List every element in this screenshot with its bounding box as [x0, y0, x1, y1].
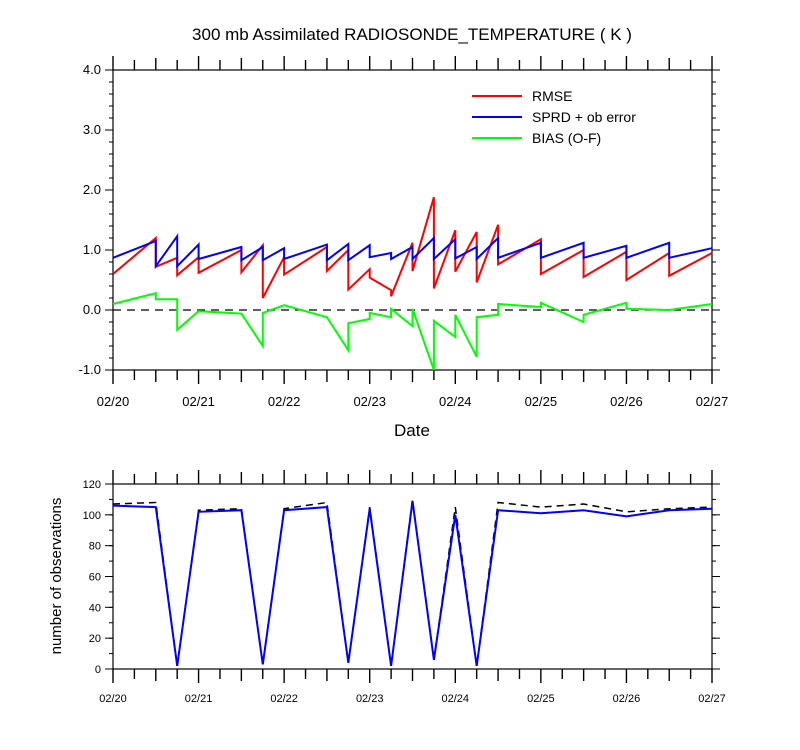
y-tick-label: 80: [89, 541, 101, 553]
bottom-panel: 0 20 40 60 80 100 120 02/20 02/21 02/22 02/23 02/24…: [83, 470, 726, 705]
legend-label: BIAS (O-F): [532, 130, 601, 146]
y-tick-label: 2.0: [83, 182, 101, 197]
y-tick-label: 3.0: [83, 122, 101, 137]
y-tick-label: 0: [95, 664, 101, 676]
series-line-observations-possible: [112, 499, 713, 667]
x-axis-title: Date: [394, 421, 430, 440]
x-tick-label: 02/20: [99, 693, 127, 705]
y-tick-label: 120: [83, 479, 101, 491]
series-line-bias-o-f: [112, 291, 713, 371]
y-tick-label: -1.0: [79, 362, 101, 377]
x-tick-label: 02/23: [353, 394, 386, 409]
legend-label: SPRD + ob error: [532, 109, 636, 125]
y-tick-label: 100: [83, 510, 101, 522]
x-tick-label: 02/23: [356, 693, 384, 705]
legend-label: RMSE: [532, 88, 572, 104]
x-tick-label: 02/26: [613, 693, 641, 705]
x-tick-label: 02/24: [439, 394, 472, 409]
chart-title: 300 mb Assimilated RADIOSONDE_TEMPERATUR…: [192, 25, 632, 44]
x-tick-label: 02/20: [97, 394, 130, 409]
x-tick-label: 02/22: [270, 693, 298, 705]
x-tick-label: 02/26: [610, 394, 643, 409]
series-line-sprd-ob-error: [112, 233, 713, 270]
x-tick-label: 02/25: [527, 693, 555, 705]
x-tick-label: 02/27: [696, 394, 729, 409]
x-tick-label: 02/21: [182, 394, 215, 409]
y-tick-label: 4.0: [83, 62, 101, 77]
y-tick-label: 20: [89, 633, 101, 645]
x-tick-label: 02/21: [185, 693, 213, 705]
y-tick-label: 0.0: [83, 302, 101, 317]
x-tick-label: 02/27: [698, 693, 726, 705]
x-tick-label: 02/22: [268, 394, 301, 409]
series-line-observations-used: [112, 500, 713, 667]
y-tick-label: 40: [89, 602, 101, 614]
x-tick-label: 02/24: [442, 693, 470, 705]
top-panel: -1.0 0.0 1.0 2.0 3.0 4.0 02/20 02/21 02/22 02/23 0…: [79, 56, 729, 409]
y-tick-label: 60: [89, 572, 101, 584]
x-tick-label: 02/25: [525, 394, 558, 409]
series-line-rmse: [112, 196, 713, 299]
y-tick-label: 1.0: [83, 242, 101, 257]
y-axis-title-observations: number of observations: [48, 498, 65, 655]
